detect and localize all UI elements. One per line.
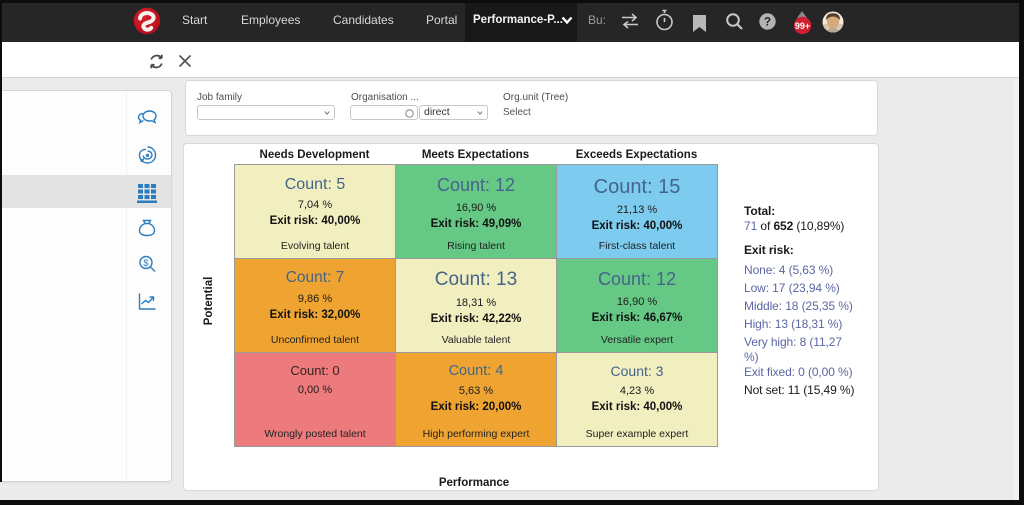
svg-text:?: ? [764,16,771,28]
svg-text:$: $ [143,258,148,268]
svg-text:99+: 99+ [795,21,810,31]
